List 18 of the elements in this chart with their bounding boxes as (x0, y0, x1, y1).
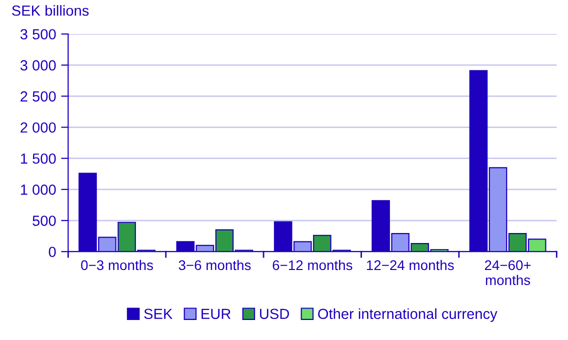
y-tick-label: 3 500 (20, 29, 56, 40)
legend-label: Other international currency (318, 308, 498, 322)
x-tick-label: 24−60+ months (484, 260, 531, 286)
x-tick-label: 12−24 months (366, 260, 454, 270)
x-tick-label: 3−6 months (178, 260, 251, 270)
x-tick-label: 0−3 months (81, 260, 153, 270)
y-tick-label: 500 (32, 216, 56, 226)
y-tick-label: 0 (48, 246, 56, 258)
y-axis-title: SEK billions (12, 5, 89, 16)
legend-label: EUR (202, 308, 231, 320)
y-tick-label: 2 500 (20, 91, 56, 102)
x-tick-label: 6−12 months (272, 260, 352, 270)
y-tick-label: 2 000 (20, 122, 56, 133)
legend-label: SEK (144, 308, 173, 320)
y-tick-label: 1 500 (20, 153, 56, 164)
y-tick-label: 1 000 (20, 184, 56, 195)
legend-label: USD (260, 308, 289, 320)
y-tick-label: 3 000 (20, 60, 56, 71)
